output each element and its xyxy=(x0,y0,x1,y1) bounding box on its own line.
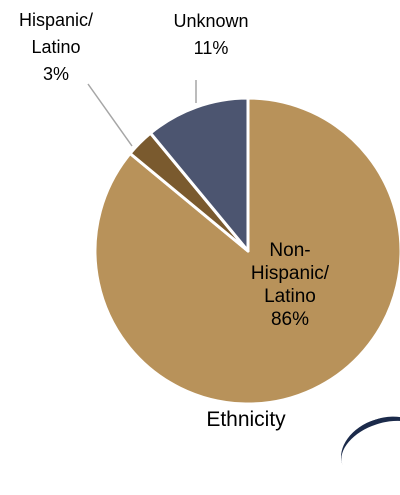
slice-label-line-1: Hispanic/ xyxy=(19,10,93,30)
slice-value-2: 11% xyxy=(194,38,229,58)
leader-line-1 xyxy=(87,83,133,147)
slice-label-line-0: Non- xyxy=(269,240,310,261)
slice-labels: Non-Hispanic/Latino 86%Hispanic/Latino 3%U… xyxy=(19,10,330,330)
slice-value-1: 3% xyxy=(43,64,69,84)
chart-title: Ethnicity xyxy=(206,408,286,431)
ethnicity-pie-chart: Non-Hispanic/Latino 86% Hispanic/Latino 3% U… xyxy=(19,10,400,495)
slice-label-2: Unknown 11% xyxy=(173,11,248,58)
slice-label-line-0: Hispanic/ xyxy=(251,263,330,284)
pie-slices xyxy=(93,96,400,406)
slice-label-line-2: Unknown xyxy=(173,11,248,31)
slice-label-line-1: Latino xyxy=(31,37,80,57)
leader-lines xyxy=(87,80,197,147)
pie-slice-2 xyxy=(148,96,250,253)
pie-svg: Non-Hispanic/Latino 86%Hispanic/Latino 3%U… xyxy=(19,10,400,431)
slice-label-line-0: Latino xyxy=(264,286,316,307)
slice-label-1: Hispanic/Latino 3% xyxy=(19,10,93,84)
slice-label-0: Non-Hispanic/Latino 86% xyxy=(251,240,330,330)
slice-value-0: 86% xyxy=(271,309,309,330)
